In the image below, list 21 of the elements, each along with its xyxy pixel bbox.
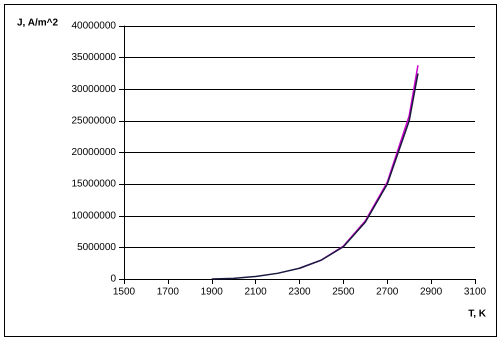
x-tick-label: 2500 — [332, 286, 355, 298]
x-tick-label: 1500 — [112, 286, 136, 298]
y-tick-label: 10000000 — [72, 210, 116, 222]
y-tick-label: 20000000 — [72, 147, 116, 158]
y-axis-title: J, A/m^2 — [17, 18, 58, 28]
x-tick-label: 2900 — [420, 286, 443, 298]
x-tick-label: 1900 — [200, 286, 224, 298]
y-tick-label: 35000000 — [72, 52, 116, 64]
y-tick-label: 30000000 — [72, 84, 116, 95]
x-tick-label: 1700 — [156, 286, 180, 298]
y-tick-label: 0 — [110, 274, 116, 284]
y-tick-label: 40000000 — [72, 20, 116, 32]
line-series — [211, 72, 419, 280]
x-tick-label: 3100 — [464, 286, 487, 298]
y-tick-label: 25000000 — [72, 115, 116, 126]
x-axis-title: T, K — [468, 308, 487, 320]
y-tick-label: 5000000 — [77, 242, 116, 253]
y-tick-label: 15000000 — [72, 178, 116, 190]
x-tick-label: 2100 — [244, 286, 268, 298]
x-tick-label: 2700 — [376, 286, 399, 298]
x-tick-label: 2300 — [288, 286, 312, 298]
